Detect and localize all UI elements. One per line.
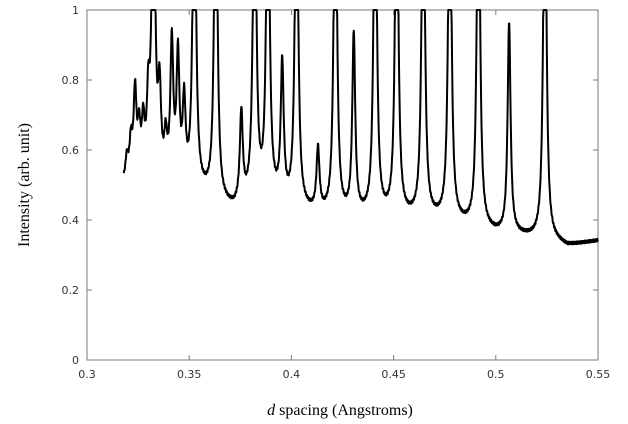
x-axis-ticks bbox=[86, 10, 599, 360]
y-tick-label: 0 bbox=[72, 354, 79, 367]
y-tick-label: 0.2 bbox=[62, 284, 80, 297]
x-axis-title-italic: d bbox=[267, 402, 276, 419]
plot-frame bbox=[86, 9, 599, 361]
x-tick-label: 0.3 bbox=[78, 368, 96, 381]
x-tick-label: 0.45 bbox=[381, 368, 406, 381]
x-axis-tick-labels: 0.3 0.35 0.4 0.45 0.5 0.55 bbox=[78, 368, 610, 381]
y-tick-label: 1 bbox=[72, 4, 79, 17]
y-tick-label: 0.8 bbox=[62, 74, 80, 87]
y-axis-tick-labels: 0 0.2 0.4 0.6 0.8 1 bbox=[62, 4, 80, 367]
series-line bbox=[122, 9, 599, 246]
x-tick-label: 0.35 bbox=[177, 368, 202, 381]
y-tick-label: 0.6 bbox=[62, 144, 80, 157]
x-tick-label: 0.5 bbox=[487, 368, 505, 381]
x-axis-title-rest: spacing (Angstroms) bbox=[275, 402, 413, 419]
y-tick-label: 0.4 bbox=[62, 214, 80, 227]
x-tick-label: 0.55 bbox=[586, 368, 611, 381]
x-axis-title: d spacing (Angstroms) bbox=[267, 402, 413, 419]
y-axis-title: Intensity (arb. unit) bbox=[16, 123, 33, 247]
x-tick-label: 0.4 bbox=[283, 368, 301, 381]
y-axis-ticks bbox=[87, 9, 598, 361]
